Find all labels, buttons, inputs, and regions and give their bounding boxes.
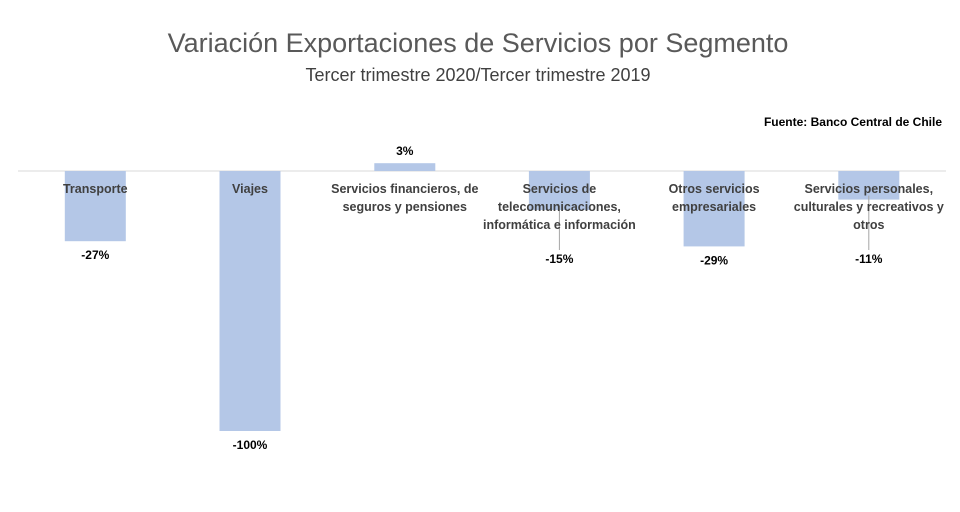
value-label: -11% (855, 252, 883, 266)
bar (683, 171, 745, 247)
category-label: Servicios financieros, de seguros y pensi… (331, 182, 478, 214)
category-label: Servicios de telecomunicaciones, informáti… (483, 182, 636, 232)
bar (528, 171, 590, 210)
bars-group (64, 163, 900, 431)
bar (219, 171, 281, 431)
value-label: -27% (81, 248, 109, 262)
value-labels-group: -27% -100% 3% -15% -29% -11% (81, 144, 883, 452)
chart-title: Variación Exportaciones de Servicios por… (168, 28, 789, 58)
value-label: -15% (545, 252, 573, 266)
chart-source: Fuente: Banco Central de Chile (764, 115, 942, 129)
value-label: 3% (396, 144, 414, 158)
chart-subtitle: Tercer trimestre 2020/Tercer trimestre 2… (305, 65, 650, 85)
bar (64, 171, 126, 242)
leader-lines-group (558, 195, 870, 250)
category-label: Otros servicios empresariales (669, 182, 760, 214)
category-label: Viajes (232, 182, 268, 196)
bar (374, 163, 436, 171)
category-labels-group: Transporte Viajes Servicios financieros, d… (63, 182, 944, 232)
value-label: -29% (700, 253, 728, 267)
value-label: -100% (233, 438, 268, 452)
bar (838, 171, 900, 200)
category-label: Transporte (63, 182, 128, 196)
category-label: Servicios personales, culturales y recrea… (794, 182, 944, 232)
